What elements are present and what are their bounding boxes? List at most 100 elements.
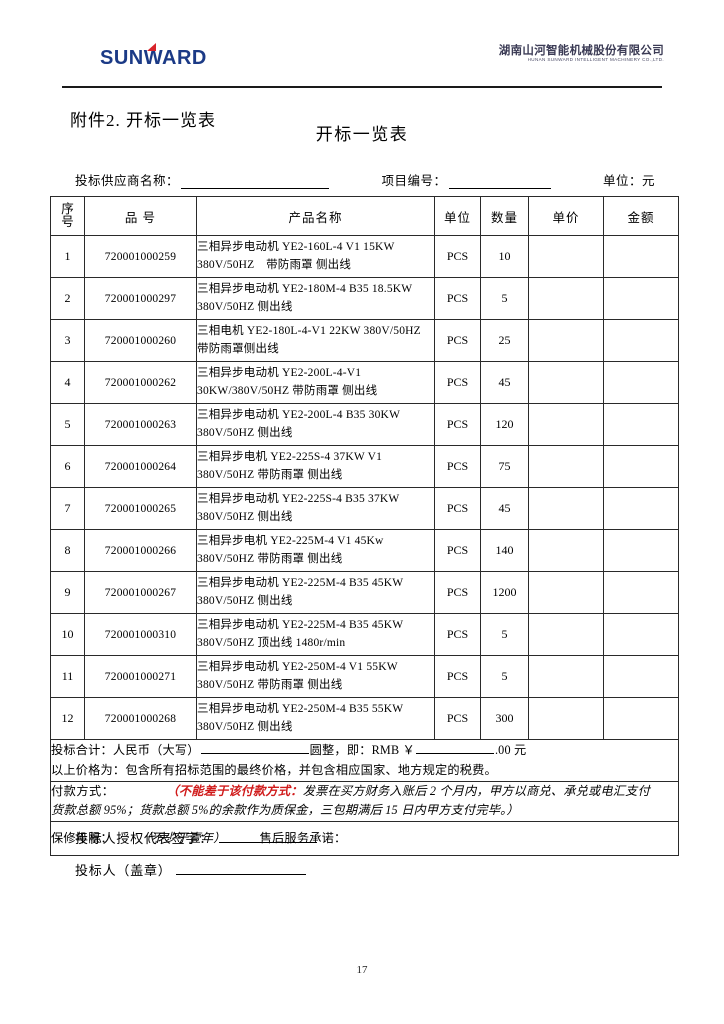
table-row: 2 720001000297 三相异步电动机 YE2-180M-4 B35 18…: [50, 277, 679, 320]
warranty-value: （不少于壹年）: [138, 830, 226, 845]
table-row: 12 720001000268 三相异步电动机 YE2-250M-4 B35 5…: [50, 697, 679, 740]
product-name-line1: 三相异步电机 YE2-225M-4 V1 45Kw: [197, 535, 384, 548]
cell-unit: PCS: [434, 487, 481, 530]
cell-qty: 140: [480, 529, 529, 572]
table-row: 8 720001000266 三相异步电机 YE2-225M-4 V1 45Kw…: [50, 529, 679, 572]
product-name-line2: 30KW/380V/50HZ 带防雨罩 侧出线: [197, 384, 378, 397]
cell-price[interactable]: [528, 319, 604, 362]
company-name-cn: 湖南山河智能机械股份有限公司: [498, 43, 664, 57]
cell-amount[interactable]: [603, 487, 679, 530]
cell-unit: PCS: [434, 697, 481, 740]
table-row: 9 720001000267 三相异步电动机 YE2-225M-4 B35 45…: [50, 571, 679, 614]
warranty-row: 保修年限： （不少于壹年） 售后服务承诺：: [50, 821, 679, 857]
product-name-line1: 三相异步电动机 YE2-225M-4 B35 45KW: [197, 619, 404, 632]
cell-qty: 5: [480, 277, 529, 320]
product-name-line2: 380V/50HZ 带防雨罩 侧出线: [197, 258, 352, 271]
product-name-line2: 380V/50HZ 侧出线: [197, 300, 293, 313]
payment-line-1: 付款方式： （不能差于该付款方式：发票在买方财务入账后 2 个月内，甲方以商兑、承…: [51, 782, 678, 802]
cell-amount[interactable]: [603, 445, 679, 488]
cell-qty: 45: [480, 361, 529, 404]
cell-amount[interactable]: [603, 613, 679, 656]
cell-price[interactable]: [528, 613, 604, 656]
cell-name: 三相电机 YE2-180L-4-V1 22KW 380V/50HZ 带防雨罩侧出…: [196, 319, 435, 362]
cell-name: 三相异步电动机 YE2-250M-4 V1 55KW 380V/50HZ 带防雨…: [196, 655, 435, 698]
cell-code: 720001000271: [84, 655, 197, 698]
cell-index: 12: [50, 697, 85, 740]
cell-price[interactable]: [528, 655, 604, 698]
column-header-index: 序号: [50, 196, 85, 236]
cell-index: 2: [50, 277, 85, 320]
cell-unit: PCS: [434, 235, 481, 278]
bidder-seal-input[interactable]: [175, 861, 306, 875]
cell-amount[interactable]: [603, 529, 679, 572]
cell-index: 4: [50, 361, 85, 404]
cell-price[interactable]: [528, 571, 604, 614]
cell-amount[interactable]: [603, 403, 679, 446]
cell-amount[interactable]: [603, 655, 679, 698]
table-row: 7 720001000265 三相异步电动机 YE2-225S-4 B35 37…: [50, 487, 679, 530]
cell-name: 三相异步电机 YE2-225M-4 V1 45Kw 380V/50HZ 带防雨罩…: [196, 529, 435, 572]
cell-unit: PCS: [434, 445, 481, 488]
bidder-seal-label: 投标人（盖章）: [75, 863, 172, 878]
company-name-en: HUNAN SUNWARD INTELLIGENT MACHINERY CO.,…: [527, 57, 664, 63]
cell-index: 3: [50, 319, 85, 362]
cell-amount[interactable]: [603, 277, 679, 320]
cell-price[interactable]: [528, 445, 604, 488]
product-name-line2: 380V/50HZ 带防雨罩 侧出线: [197, 468, 343, 481]
representative-signature-input[interactable]: [219, 829, 318, 843]
product-name-line2: 380V/50HZ 侧出线: [197, 720, 293, 733]
column-header-qty: 数量: [480, 196, 529, 236]
cell-amount[interactable]: [603, 361, 679, 404]
product-name-line1: 三相异步电动机 YE2-250M-4 V1 55KW: [197, 661, 398, 674]
total-amount-input[interactable]: [415, 740, 494, 754]
after-sales-label: 售后服务承诺：: [259, 830, 347, 845]
representative-signature-line: 投标人授权代表签字：: [75, 828, 318, 847]
currency-unit-label: 单位：元: [603, 174, 656, 188]
product-name-line1: 三相电机 YE2-180L-4-V1 22KW 380V/50HZ: [197, 325, 421, 338]
cell-qty: 45: [480, 487, 529, 530]
cell-price[interactable]: [528, 403, 604, 446]
total-middle-label: 圆整，即：RMB ￥: [309, 743, 415, 757]
product-name-line2: 380V/50HZ 侧出线: [197, 426, 293, 439]
cell-price[interactable]: [528, 529, 604, 572]
cell-price[interactable]: [528, 487, 604, 530]
cell-price[interactable]: [528, 361, 604, 404]
product-name-line1: 三相异步电动机 YE2-180M-4 B35 18.5KW: [197, 283, 413, 296]
cell-amount[interactable]: [603, 319, 679, 362]
summary-row: 投标合计：人民币（大写） 圆整，即：RMB ￥ .00 元 以上价格为：包含所有招标…: [50, 739, 679, 782]
payment-body-line1: 发票在买方财务入账后 2 个月内，甲方以商兑、承兑或电汇支付: [302, 783, 650, 798]
product-name-line1: 三相异步电动机 YE2-200L-4-V1: [197, 367, 362, 380]
total-prefix-label: 投标合计：人民币（大写）: [51, 743, 200, 757]
cell-price[interactable]: [528, 235, 604, 278]
payment-cell: 付款方式： （不能差于该付款方式：发票在买方财务入账后 2 个月内，甲方以商兑、承…: [50, 780, 679, 823]
cell-name: 三相异步电动机 YE2-200L-4-V1 30KW/380V/50HZ 带防雨…: [196, 361, 435, 404]
table-header-row: 序号 品 号 产品名称 单位 数量 单价 金额: [50, 196, 679, 236]
cell-code: 720001000268: [84, 697, 197, 740]
cell-index: 11: [50, 655, 85, 698]
payment-warning-text: （不能差于该付款方式：: [166, 783, 303, 798]
total-words-input[interactable]: [200, 740, 309, 754]
cell-qty: 300: [480, 697, 529, 740]
cell-amount[interactable]: [603, 235, 679, 278]
product-name-line1: 三相异步电机 YE2-225S-4 37KW V1: [197, 451, 383, 464]
company-identity: 湖南山河智能机械股份有限公司 HUNAN SUNWARD INTELLIGENT…: [499, 44, 664, 63]
cell-amount[interactable]: [603, 571, 679, 614]
cell-price[interactable]: [528, 697, 604, 740]
project-number-input[interactable]: [448, 175, 551, 189]
supplier-name-input[interactable]: [181, 175, 330, 189]
product-name-line2: 带防雨罩侧出线: [197, 342, 279, 355]
table-row: 10 720001000310 三相异步电动机 YE2-225M-4 B35 4…: [50, 613, 679, 656]
cell-code: 720001000260: [84, 319, 197, 362]
cell-unit: PCS: [434, 361, 481, 404]
project-number-label: 项目编号：: [381, 174, 447, 188]
cell-price[interactable]: [528, 277, 604, 320]
cell-code: 720001000263: [84, 403, 197, 446]
cell-amount[interactable]: [603, 697, 679, 740]
summary-cell: 投标合计：人民币（大写） 圆整，即：RMB ￥ .00 元 以上价格为：包含所有招标…: [50, 739, 679, 782]
cell-qty: 5: [480, 655, 529, 698]
bid-items-table: 序号 品 号 产品名称 单位 数量 单价 金额 1 720001000259 三…: [50, 196, 679, 857]
cell-qty: 5: [480, 613, 529, 656]
product-name-line2: 380V/50HZ 侧出线: [197, 510, 293, 523]
warranty-label: 保修年限：: [51, 830, 113, 845]
